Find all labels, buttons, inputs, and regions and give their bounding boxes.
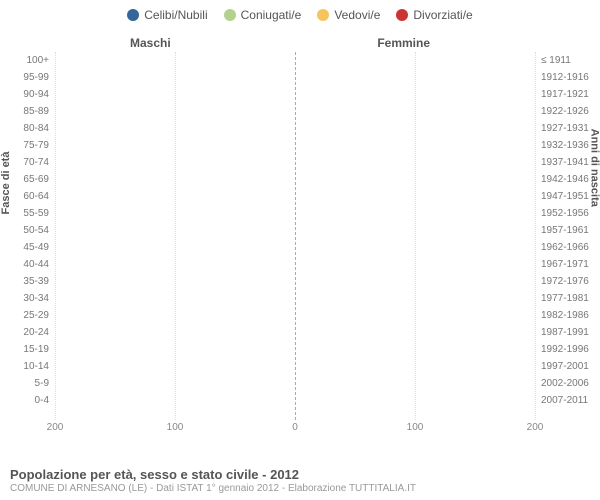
age-label: 40-44 [23, 256, 49, 273]
x-tick: 0 [292, 422, 298, 433]
birth-label: 1997-2001 [541, 358, 589, 375]
age-label: 75-79 [23, 137, 49, 154]
legend-item: Vedovi/e [317, 8, 380, 22]
age-label: 15-19 [23, 341, 49, 358]
chart-subtitle: COMUNE DI ARNESANO (LE) - Dati ISTAT 1° … [10, 483, 590, 494]
x-axis: 2001000100200 [55, 422, 535, 440]
legend-label: Divorziati/e [413, 8, 472, 22]
x-tick: 200 [527, 422, 544, 433]
birth-label: 1967-1971 [541, 256, 589, 273]
male-column-label: Maschi [130, 36, 171, 50]
age-label: 80-84 [23, 120, 49, 137]
birth-label: 1937-1941 [541, 154, 589, 171]
legend-item: Coniugati/e [224, 8, 302, 22]
legend-dot [224, 9, 236, 21]
age-label: 95-99 [23, 69, 49, 86]
legend-dot [317, 9, 329, 21]
y-axis-right-label: Anni di nascita [588, 129, 600, 207]
age-label: 60-64 [23, 188, 49, 205]
birth-label: 1917-1921 [541, 86, 589, 103]
birth-label: 2002-2006 [541, 375, 589, 392]
age-label: 20-24 [23, 324, 49, 341]
female-column-label: Femmine [377, 36, 430, 50]
y-axis-left-label: Fasce di età [0, 152, 12, 215]
age-label: 85-89 [23, 103, 49, 120]
birth-label: 1922-1926 [541, 103, 589, 120]
legend: Celibi/Nubili Coniugati/e Vedovi/e Divorzia… [0, 0, 600, 30]
age-label: 45-49 [23, 239, 49, 256]
legend-label: Celibi/Nubili [144, 8, 207, 22]
age-label: 90-94 [23, 86, 49, 103]
age-label: 25-29 [23, 307, 49, 324]
gridline [535, 52, 536, 420]
birth-label: 1912-1916 [541, 69, 589, 86]
x-tick: 200 [47, 422, 64, 433]
birth-label: 1952-1956 [541, 205, 589, 222]
age-label: 100+ [26, 52, 49, 69]
birth-label: 2007-2011 [541, 392, 588, 409]
birth-label: 1992-1996 [541, 341, 589, 358]
birth-label: 1982-1986 [541, 307, 589, 324]
birth-label: 1977-1981 [541, 290, 589, 307]
chart-area: Maschi Femmine Fasce di età Anni di nasc… [0, 30, 600, 450]
birth-label: 1947-1951 [541, 188, 589, 205]
age-label: 10-14 [23, 358, 49, 375]
age-label: 50-54 [23, 222, 49, 239]
birth-label: 1927-1931 [541, 120, 589, 137]
footer: Popolazione per età, sesso e stato civil… [10, 467, 590, 494]
legend-label: Coniugati/e [241, 8, 302, 22]
center-line [295, 52, 296, 420]
legend-dot [127, 9, 139, 21]
birth-label: ≤ 1911 [541, 52, 571, 69]
legend-label: Vedovi/e [334, 8, 380, 22]
birth-label: 1987-1991 [541, 324, 589, 341]
x-tick: 100 [407, 422, 424, 433]
age-label: 55-59 [23, 205, 49, 222]
legend-dot [396, 9, 408, 21]
age-label: 65-69 [23, 171, 49, 188]
birth-label: 1942-1946 [541, 171, 589, 188]
birth-label: 1957-1961 [541, 222, 589, 239]
age-label: 30-34 [23, 290, 49, 307]
age-label: 0-4 [35, 392, 49, 409]
birth-label: 1962-1966 [541, 239, 589, 256]
plot: 100+≤ 191195-991912-191690-941917-192185… [55, 52, 535, 420]
birth-label: 1932-1936 [541, 137, 589, 154]
chart-title: Popolazione per età, sesso e stato civil… [10, 467, 590, 482]
birth-label: 1972-1976 [541, 273, 589, 290]
legend-item: Divorziati/e [396, 8, 472, 22]
age-label: 5-9 [35, 375, 49, 392]
legend-item: Celibi/Nubili [127, 8, 207, 22]
age-label: 35-39 [23, 273, 49, 290]
age-label: 70-74 [23, 154, 49, 171]
x-tick: 100 [167, 422, 184, 433]
